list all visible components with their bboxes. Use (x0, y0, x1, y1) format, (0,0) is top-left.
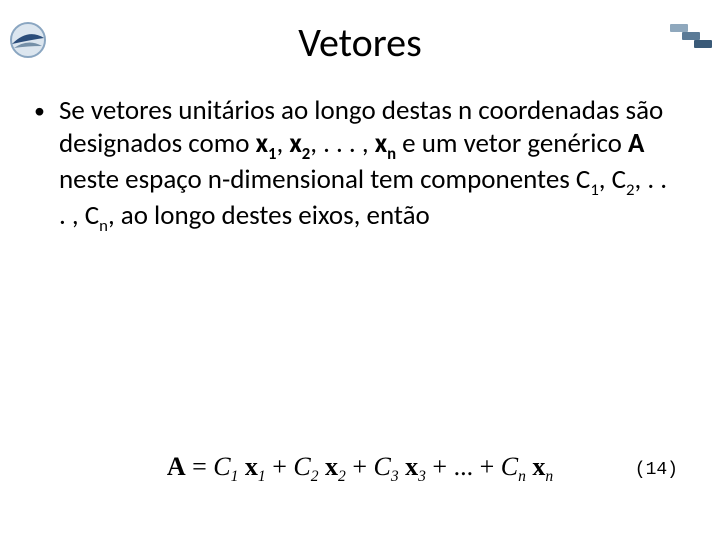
eq-plus: + (266, 452, 294, 481)
vector-x2: x (289, 127, 301, 160)
bullet-item: • Se vetores unitários ao longo destas n… (56, 95, 672, 235)
subscript: n (518, 468, 526, 485)
eq-plus: + (346, 452, 374, 481)
bullet-dot-icon: • (34, 95, 45, 127)
eq-x: x (405, 452, 418, 481)
vector-x1: x (256, 127, 268, 160)
bullet-text: Se vetores unitários ao longo destas n c… (59, 95, 672, 235)
equation: A = C1 x1 + C2 x2 + C3 x3 + ... + Cn xn (167, 452, 553, 486)
logo-left-icon (8, 20, 48, 60)
subscript: 1 (268, 144, 276, 164)
eq-C: C (501, 452, 518, 481)
slide: Vetores • Se vetores unitários ao longo … (0, 18, 720, 540)
subscript: 1 (231, 468, 239, 485)
subscript: 2 (626, 180, 634, 200)
eq-C: C (213, 452, 230, 481)
subscript: 3 (418, 468, 426, 485)
body: • Se vetores unitários ao longo destas n… (0, 95, 720, 235)
equation-number: (14) (635, 460, 678, 480)
subscript: 2 (311, 468, 319, 485)
eq-A: A (167, 452, 186, 481)
subscript: n (545, 468, 553, 485)
text-fragment: , . . . , (310, 127, 374, 160)
subscript: 1 (258, 468, 266, 485)
equation-row: A = C1 x1 + C2 x2 + C3 x3 + ... + Cn xn (0, 452, 720, 486)
eq-C: C (293, 452, 310, 481)
text-fragment: , (277, 127, 290, 160)
vector-A: A (628, 127, 644, 160)
subscript: 1 (590, 180, 598, 200)
eq-x: x (325, 452, 338, 481)
subscript: n (387, 144, 396, 164)
slide-title: Vetores (0, 18, 720, 67)
vector-xn: x (375, 127, 387, 160)
subscript: 3 (391, 468, 399, 485)
text-fragment: e um vetor genérico (396, 127, 628, 160)
logo-right-icon (668, 22, 712, 50)
text-fragment: , ao longo destes eixos, então (108, 199, 430, 232)
eq-x: x (532, 452, 545, 481)
eq-dots: + ... + (426, 452, 501, 481)
eq-equals: = (186, 452, 214, 481)
text-fragment: neste espaço n-dimensional tem component… (59, 163, 590, 196)
eq-x: x (245, 452, 258, 481)
subscript: 2 (338, 468, 346, 485)
text-fragment: , C (599, 163, 626, 196)
subscript: n (99, 216, 108, 236)
eq-C: C (373, 452, 390, 481)
subscript: 2 (302, 144, 310, 164)
